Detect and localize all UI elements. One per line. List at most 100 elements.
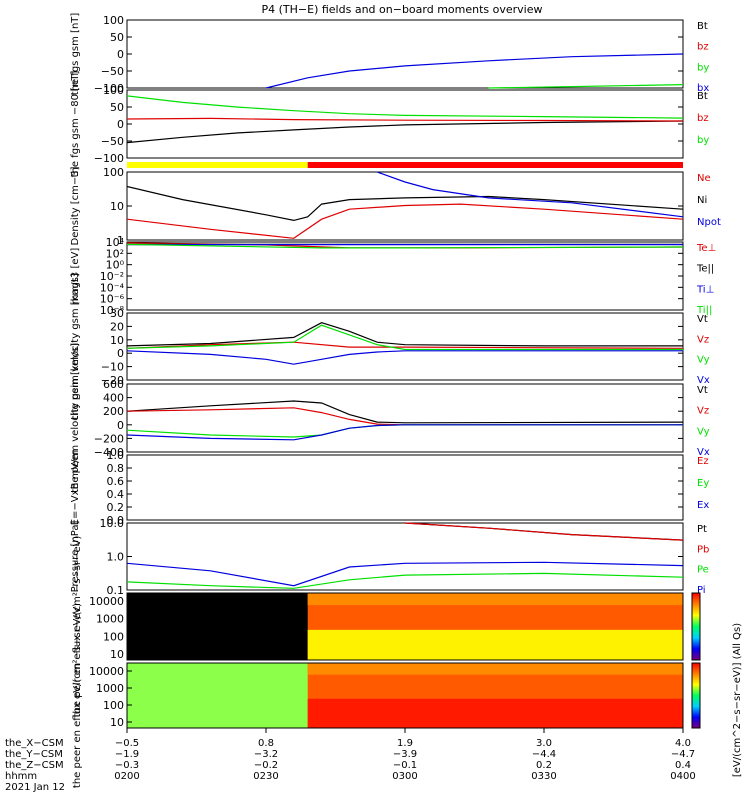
y-tick-label: 0 [117,347,124,360]
y-tick-label: 0 [117,419,124,432]
x-tick-label: 0.2 [536,760,552,771]
legend-Pt: Pt [697,524,707,535]
legend-Ne: Ne [697,173,711,184]
y-tick-label: 10 [110,200,124,213]
y-tick-label: 100 [103,166,124,179]
x-tick-label: −0.3 [115,760,139,771]
y-axis-label: the peem velocity gsm [km/s] [70,343,81,493]
y-tick-label: 200 [103,405,124,418]
y-tick-label: 600 [103,378,124,391]
spectrogram-band [307,629,683,660]
y-tick-label: 0 [117,48,124,61]
x-tick-label: 3.0 [536,738,552,749]
panel-frame [126,592,684,661]
panel-0: 100 50 0 −50 −100 the fgs gsm [nT] Bt bz by bx [70,13,709,96]
colorbars [691,592,701,729]
y-tick-label: 100 [103,84,124,97]
colorbar-label: [eV/(cm^2−s−sr−eV)] (All Qs) [732,623,743,777]
y-axis-label: Density [cm−3] [70,166,81,245]
legend-Ey: Ey [697,478,709,489]
legend-Vz: Vz [697,334,709,345]
series-Bt [126,120,684,144]
legend-Vz: Vz [697,406,709,417]
legend-bz: bz [697,42,709,53]
y-tick-label: 20 [110,320,124,333]
y-tick-label: 100 [103,699,124,712]
series-Pb [404,522,684,541]
y-tick-label: 1.0 [107,449,125,462]
legend-bz: bz [697,113,709,124]
legend-Vt: Vt [697,314,708,325]
x-tick-label: 0200 [114,771,139,782]
x-tick-label: −0.2 [254,760,278,771]
x-tick-label: 0.4 [675,760,691,771]
series-Vt [126,322,683,347]
series-Ne [126,203,684,239]
y-axis-label: magt3 [eV] [70,248,81,305]
spectrogram-early [127,593,308,660]
y-tick-label: 10 [110,716,124,729]
y-tick-label: 10 [110,334,124,347]
spectrogram-band [307,663,683,675]
panel-9: 10000 1000 100 10 the peer en eflux eV/(cm²−… [72,603,684,788]
y-tick-label: 10⁻⁶ [100,293,125,306]
panel-8: 10000 1000 100 10 the peir en eflux eV/(cm²−… [72,536,684,718]
series-bz [126,117,684,122]
colorbar-0 [691,592,701,661]
spectrogram-band [307,593,683,606]
y-tick-label: 0 [117,118,124,131]
y-tick-label: 1000 [96,613,124,626]
panel-frame [126,241,684,311]
series-Ni [126,185,684,222]
legend-Te⊥: Te⊥ [696,243,716,254]
y-tick-label: 1000 [96,682,124,695]
y-axis-label: the peir en eflux eV/(cm²−s−sr−eV) [72,536,83,718]
legend-Ex: Ex [697,500,709,511]
series-Vy [126,324,683,351]
series-Npot [376,171,684,218]
y-tick-label: 0.2 [107,501,125,514]
legend-Bt: Bt [697,91,708,102]
panel-7: 10.0 1.0 0.1 Pressure [nPa] Pt Pb Pe Pi [70,517,709,597]
y-tick-label: 1.0 [107,551,125,564]
x-tick-label: −1.9 [115,749,139,760]
footer-row-label: 2021 Jan 12 [5,782,65,793]
series-Pi [126,561,684,587]
legend-Vx: Vx [697,375,710,386]
y-tick-label: −50 [101,135,124,148]
series-by [488,84,684,89]
x-tick-label: −4.7 [671,749,695,760]
y-tick-label: 10⁻⁸ [100,304,125,317]
x-tick-label: −3.2 [254,749,278,760]
legend-Npot: Npot [697,217,721,228]
y-tick-label: −100 [94,152,124,165]
y-tick-label: 10⁻² [100,270,124,283]
legend-Pb: Pb [697,544,709,555]
y-axis-label: the peer en eflux eV/(cm²−s−sr−eV) [72,603,83,788]
legend-Vx: Vx [697,447,710,458]
y-tick-label: −10 [101,361,124,374]
legend-Vy: Vy [697,426,710,437]
y-tick-label: 30 [110,307,124,320]
legend-Ni: Ni [697,195,707,206]
x-tick-label: 1.9 [397,738,413,749]
footer-row-label: the_X−CSM [5,738,64,749]
panel-frame [126,19,684,89]
y-tick-label: 100 [103,14,124,27]
x-tick-label: 0.8 [258,738,274,749]
y-axis-label: the fgs gsm −80 [nT] [70,70,81,177]
colorbar-1 [691,662,701,729]
legend-Ez: Ez [697,456,709,467]
x-tick-label: 0330 [531,771,556,782]
series-Vx [126,424,683,441]
series-Ti|| [126,243,684,249]
legend-by: by [697,135,709,146]
y-tick-label: 10² [106,247,124,260]
x-tick-label: 4.0 [675,738,691,749]
series-Vx [126,350,683,365]
y-tick-label: 10.0 [100,517,125,530]
